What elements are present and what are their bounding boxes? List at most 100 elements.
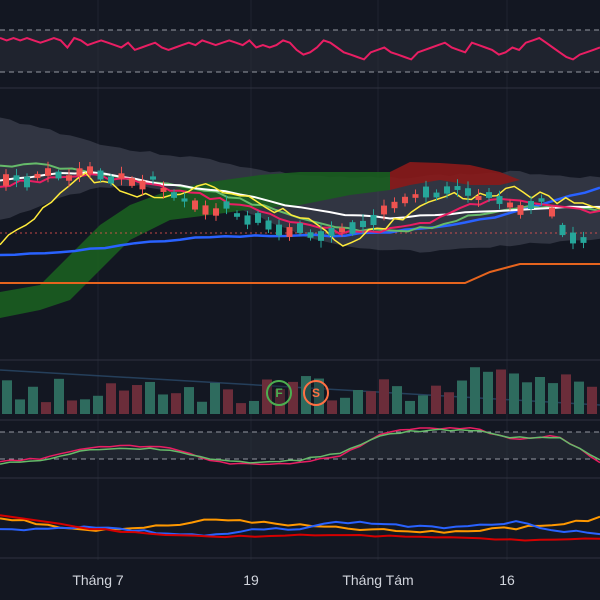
volume-bar <box>470 367 480 414</box>
candle-body <box>402 196 408 204</box>
candle-body <box>496 196 503 204</box>
candle-body <box>297 223 303 233</box>
volume-bar <box>288 381 298 414</box>
volume-bar <box>93 395 103 414</box>
candle-body <box>213 208 219 216</box>
time-axis-label-19: 19 <box>243 572 259 588</box>
candle-body <box>475 196 482 200</box>
candle-body <box>465 188 471 196</box>
candle-body <box>528 201 534 209</box>
ma-orange-line <box>0 263 600 284</box>
candle-body <box>391 201 398 209</box>
volume-bar <box>418 395 428 414</box>
volume-bar <box>405 400 415 414</box>
volume-bar <box>197 401 207 414</box>
stochastic-band <box>0 432 600 459</box>
candle-body <box>570 232 576 244</box>
volume-bar <box>496 369 506 414</box>
oscillator-band <box>0 30 600 72</box>
candle-body <box>360 220 366 228</box>
volume-bar <box>444 392 454 414</box>
volume-bar <box>522 382 532 414</box>
candle-body <box>328 227 335 237</box>
volume-bar <box>431 385 441 414</box>
volume-bar <box>158 394 168 414</box>
candle-body <box>181 198 188 202</box>
volume-bar <box>340 397 350 414</box>
candle-body <box>381 205 387 215</box>
volume-bar <box>171 393 181 414</box>
candle-body <box>517 205 524 215</box>
candle-body <box>234 213 240 217</box>
event-marker-s[interactable]: S <box>303 380 329 406</box>
candle-body <box>318 231 324 241</box>
candle-body <box>66 175 72 181</box>
dmi-blue-line <box>0 520 600 537</box>
volume-bar <box>67 400 77 414</box>
candle-body <box>307 232 314 238</box>
candle-body <box>444 186 450 194</box>
stochastic-d-line <box>0 428 600 465</box>
candle-body <box>192 200 198 210</box>
volume-bar <box>223 389 233 414</box>
candle-body <box>171 192 177 198</box>
candle-body <box>276 224 282 236</box>
candle-body <box>202 205 209 215</box>
candle-body <box>339 227 345 233</box>
candle-body <box>24 176 30 188</box>
candle-body <box>370 214 377 226</box>
candle-body <box>45 168 51 176</box>
volume-bar <box>236 403 246 414</box>
volume-bar <box>587 386 597 414</box>
candle-body <box>423 186 429 198</box>
candle-body <box>97 170 104 180</box>
time-axis-label-thang-tam: Tháng Tám <box>342 572 414 588</box>
candle-body <box>118 173 125 179</box>
candle-body <box>454 186 461 190</box>
candle-body <box>549 207 555 217</box>
candle-body <box>244 215 251 225</box>
candle-body <box>13 175 20 181</box>
volume-bar <box>392 386 402 414</box>
time-axis-label-thang-7: Tháng 7 <box>72 572 124 588</box>
candle-body <box>349 222 356 234</box>
event-marker-f[interactable]: F <box>266 380 292 406</box>
candle-body <box>538 198 545 202</box>
candle-body <box>265 220 272 230</box>
volume-bar <box>457 380 467 414</box>
volume-bar <box>483 371 493 414</box>
candle-body <box>507 202 513 208</box>
candle-body <box>223 201 230 209</box>
volume-bar <box>366 391 376 414</box>
volume-bar <box>184 387 194 414</box>
candle-body <box>34 173 41 179</box>
candle-body <box>76 168 83 176</box>
volume-bar <box>145 381 155 414</box>
dmi-orange-line <box>0 515 600 534</box>
volume-bar <box>210 382 220 414</box>
volume-bar <box>2 380 12 414</box>
candle-body <box>580 237 587 243</box>
ichimoku-cloud-bearish <box>390 162 520 190</box>
volume-bar <box>327 400 337 414</box>
candle-body <box>55 171 62 179</box>
volume-bar <box>132 385 142 414</box>
volume-bar <box>15 399 25 414</box>
volume-bar <box>80 399 90 414</box>
volume-bar <box>28 386 38 414</box>
volume-bar <box>379 379 389 414</box>
volume-bar <box>119 390 129 414</box>
candle-body <box>486 192 492 198</box>
volume-bar <box>106 383 116 414</box>
candle-body <box>286 227 293 237</box>
candle-body <box>150 176 156 180</box>
candle-body <box>139 180 146 190</box>
volume-bar <box>353 389 363 414</box>
volume-bar <box>249 400 259 414</box>
volume-bar <box>548 383 558 414</box>
candle-body <box>433 192 440 198</box>
oscillator-line <box>0 36 600 61</box>
candle-body <box>87 166 93 174</box>
volume-bar <box>574 381 584 414</box>
